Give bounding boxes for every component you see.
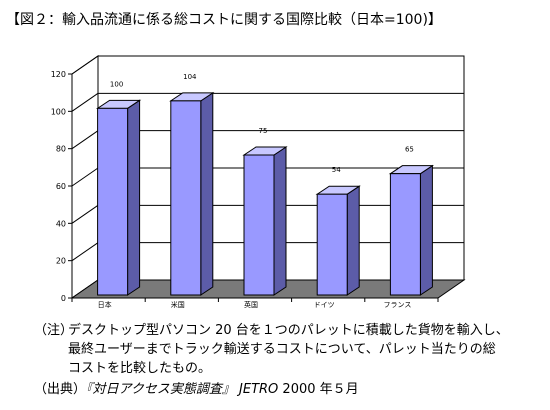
bar-side — [419, 164, 433, 296]
x-tick-label: フランス — [383, 301, 411, 309]
y-tick-label: 20 — [56, 257, 66, 266]
bar-side — [273, 146, 287, 296]
y-tick-label: 120 — [51, 70, 66, 79]
bar — [97, 107, 129, 296]
x-tick-label: 日本 — [98, 300, 112, 309]
gridline-side — [71, 204, 99, 224]
gridline-side — [71, 242, 99, 262]
source-date: 2000 年５月 — [282, 382, 359, 397]
bar-side — [200, 91, 214, 296]
source-line: （出典）『対日アクセス実態調査』 JETRO 2000 年５月 — [34, 380, 359, 399]
data-label: 75 — [259, 127, 268, 135]
y-tick-label: 80 — [56, 145, 66, 154]
bar-side — [127, 99, 141, 296]
source-label: （出典） — [34, 382, 87, 397]
bar-chart: 0 20 40 60 80 100 120 100 日本 104 米国 75 英国 54 ドイツ 65 フランス — [51, 55, 466, 309]
source-publisher: JETRO — [239, 382, 279, 397]
data-label: 104 — [183, 73, 197, 81]
gridline-side — [71, 55, 99, 75]
bar — [316, 193, 348, 296]
chart-title: 【図２：輸入品流通に係る総コストに関する国際比較（日本=100)】 — [6, 12, 442, 28]
x-tick-label: 米国 — [171, 300, 185, 309]
gridline-side — [71, 130, 99, 150]
gridline-side — [71, 92, 99, 112]
footnote: （注） デスクトップ型パソコン 20 台を１つのパレットに積載した貨物を輸入し、… — [34, 321, 544, 378]
data-label: 100 — [110, 80, 123, 88]
bar-side — [346, 185, 360, 296]
footnote-label: （注） — [34, 323, 74, 338]
bar — [243, 154, 275, 296]
footnote-text: デスクトップ型パソコン 20 台を１つのパレットに積載した貨物を輸入し、 最終ユ… — [68, 323, 509, 376]
bar — [389, 173, 421, 296]
y-tick-label: 60 — [56, 182, 66, 191]
bar — [170, 100, 202, 296]
y-tick-label: 100 — [51, 107, 66, 116]
gridline-side — [71, 167, 99, 187]
y-tick-label: 40 — [56, 219, 66, 228]
x-tick-label: ドイツ — [314, 301, 335, 309]
data-label: 65 — [405, 146, 414, 154]
source-document: 『対日アクセス実態調査』 — [86, 382, 235, 397]
x-tick-label: 英国 — [244, 300, 258, 309]
data-label: 54 — [332, 166, 341, 174]
y-tick-label: 0 — [61, 294, 66, 303]
